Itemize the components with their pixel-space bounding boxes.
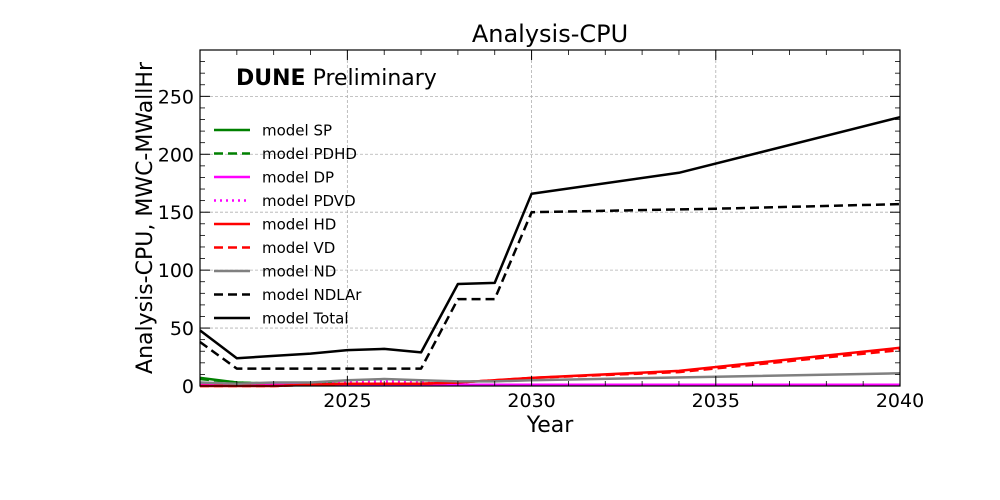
preliminary-label: Preliminary [306,66,437,91]
legend: model SP model PDHD model DP model PDVD mode… [214,122,362,328]
y-tick-label: 150 [158,202,194,224]
legend-label: model ND [262,263,336,281]
chart-title: Analysis-CPU [472,20,628,48]
legend-label: model VD [262,239,335,257]
plot-frame [199,49,901,387]
x-tick-label: 2040 [876,390,924,412]
legend-label: model PDVD [262,192,356,210]
y-tick-label: 250 [158,86,194,108]
series-line-model-vd [200,348,901,388]
dune-preliminary-label: DUNE Preliminary [236,66,437,91]
series-lines [199,115,901,388]
x-axis-label: Year [526,413,575,438]
y-axis-label: Analysis-CPU, MWC-MWallHr [133,61,158,374]
series-line-model-total [199,115,901,360]
x-tick-label: 2025 [323,390,371,412]
y-tick-label: 100 [158,260,194,282]
legend-label: model NDLAr [262,286,362,304]
y-tick-label: 0 [182,376,194,398]
axis-ticks [199,49,901,387]
legend-label: model PDHD [262,145,357,163]
series-line-model-nd [199,372,901,385]
tick-labels: 2025 2030 2035 2040 0 50 100 150 200 250 [158,86,924,412]
dune-label: DUNE [236,66,306,91]
y-tick-label: 50 [170,318,194,340]
y-tick-label: 200 [158,144,194,166]
legend-label: model SP [262,122,332,140]
series-line-model-ndlar [199,202,901,370]
legend-label: model DP [262,169,334,187]
legend-label: model Total [262,310,349,328]
legend-label: model HD [262,216,336,234]
x-tick-label: 2035 [692,390,740,412]
x-tick-label: 2030 [507,390,555,412]
